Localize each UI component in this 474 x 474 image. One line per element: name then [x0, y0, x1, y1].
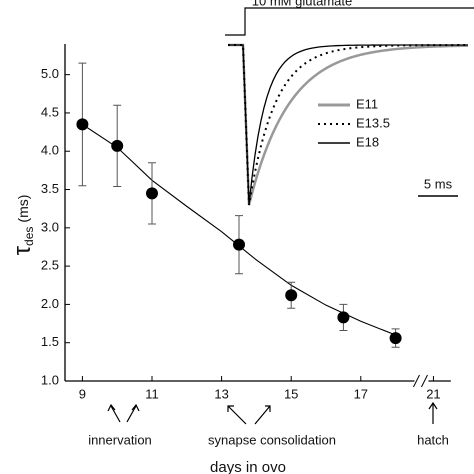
data-point [337, 311, 350, 324]
y-label-symbol: τ [9, 245, 36, 255]
y-tick-label: 1.0 [41, 372, 59, 387]
annotation: synapse consolidation [208, 432, 336, 447]
y-tick-label: 4.5 [41, 104, 59, 119]
inset-trace [228, 44, 469, 206]
y-tick-label: 3.0 [41, 219, 59, 234]
inset-trace [228, 44, 468, 206]
y-tick-label: 3.5 [41, 181, 59, 196]
data-point [285, 289, 298, 302]
data-point [389, 332, 402, 345]
axis-break [413, 374, 428, 388]
y-tick-label: 1.5 [41, 334, 59, 349]
y-axis-label: τdes (ms) [9, 195, 36, 256]
y-label-unit: (ms) [15, 195, 31, 223]
data-point [76, 118, 89, 131]
legend-label: E18 [356, 134, 379, 149]
legend-label: E13.5 [356, 115, 390, 130]
annotation: hatch [417, 432, 449, 447]
y-label-sub: des [22, 227, 36, 246]
x-tick-label: 15 [284, 386, 298, 401]
y-tick-label: 2.5 [41, 258, 59, 273]
x-tick-label: 17 [354, 386, 368, 401]
y-tick-label: 4.0 [41, 143, 59, 158]
data-point [111, 139, 124, 152]
x-tick-label: 21 [426, 386, 440, 401]
annotation-arrows [107, 401, 438, 425]
stimulus-trace [225, 7, 474, 36]
x-tick-label: 9 [79, 386, 86, 401]
annotation: innervation [88, 432, 152, 447]
y-tick-label: 5.0 [41, 66, 59, 81]
y-tick-label: 2.0 [41, 296, 59, 311]
inset-trace [228, 43, 469, 206]
legend-label: E11 [356, 96, 378, 111]
stimulus-label: 10 mM glutamate [252, 0, 352, 8]
scale-bar-label: 5 ms [424, 176, 453, 191]
data-point [146, 187, 158, 200]
x-tick-label: 11 [145, 386, 159, 401]
x-tick-label: 13 [214, 386, 228, 401]
data-point [233, 238, 245, 251]
x-axis-label: days in ovo [210, 459, 286, 474]
